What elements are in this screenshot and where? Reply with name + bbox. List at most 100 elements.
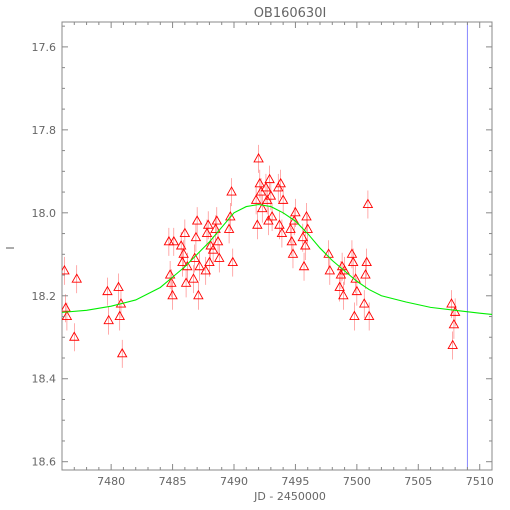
data-point (211, 207, 223, 236)
x-tick-label: 7490 (220, 475, 248, 488)
y-tick-label: 17.8 (32, 124, 57, 137)
x-tick-label: 7495 (281, 475, 309, 488)
model-curve (62, 203, 492, 315)
data-point (338, 281, 349, 310)
y-tick-label: 18.2 (32, 290, 57, 303)
triangle-marker (260, 182, 272, 192)
data-point (177, 248, 188, 277)
data-point (227, 248, 239, 277)
data-point (194, 252, 205, 281)
data-point (288, 207, 300, 236)
data-point (346, 240, 358, 269)
triangle-marker (193, 289, 204, 300)
data-point (298, 252, 310, 281)
y-axis: 17.6 17.8 18.0 18.2 18.4 18.6 (32, 25, 492, 469)
triangle-marker (449, 306, 461, 316)
plot-frame (61, 21, 493, 471)
data-point (168, 227, 180, 256)
triangle-marker (62, 310, 73, 320)
data-point (164, 261, 176, 290)
triangle-marker (256, 202, 268, 213)
data-point (102, 277, 113, 306)
triangle-marker (254, 177, 266, 188)
triangle-marker (447, 339, 458, 350)
data-point (226, 178, 237, 207)
data-point (163, 227, 175, 256)
triangle-marker (103, 314, 114, 325)
data-point (213, 244, 225, 273)
data-point (252, 211, 263, 240)
data-point (113, 273, 124, 302)
triangle-marker (207, 244, 219, 254)
triangle-marker (167, 289, 178, 300)
data-point (201, 219, 213, 248)
data-point (277, 186, 289, 215)
data-point (69, 323, 80, 352)
data-point (362, 190, 374, 219)
triangle-marker (448, 318, 460, 329)
triangle-marker (194, 260, 205, 271)
y-tick-label: 17.6 (32, 41, 57, 54)
data-point (299, 232, 311, 260)
data-point (189, 244, 200, 273)
triangle-marker (362, 198, 374, 208)
data-point (302, 215, 313, 244)
data-point (449, 298, 461, 327)
triangle-marker (223, 223, 235, 233)
triangle-marker (298, 260, 310, 271)
triangle-marker (71, 273, 83, 283)
data-point (254, 169, 266, 198)
data-point (253, 144, 264, 173)
data-point (287, 240, 299, 269)
data-point (275, 169, 286, 198)
data-point (349, 302, 360, 331)
x-axis: 7480 7485 7490 7495 7500 7505 7510 (61, 22, 494, 488)
triangle-marker (178, 248, 189, 258)
triangle-marker (346, 248, 358, 258)
plot-area: 7480 7485 7490 7495 7500 7505 7510 17.6 17.8 18.… (32, 21, 494, 488)
data-point (116, 339, 128, 368)
data-point (167, 281, 178, 310)
triangle-marker (250, 194, 262, 204)
triangle-marker (264, 173, 275, 184)
triangle-marker (202, 219, 214, 229)
triangle-marker (324, 264, 336, 275)
triangle-marker (446, 298, 457, 308)
triangle-marker (277, 194, 289, 204)
triangle-marker (180, 277, 192, 287)
triangle-marker (276, 227, 288, 238)
triangle-marker (113, 281, 124, 291)
data-point (324, 256, 336, 285)
triangle-marker (299, 240, 311, 250)
y-axis-label: I (4, 246, 17, 249)
triangle-marker (334, 281, 345, 291)
data-point (62, 256, 70, 285)
data-point (363, 302, 375, 331)
triangle-marker (114, 310, 126, 320)
data-point (351, 277, 363, 306)
triangle-marker (339, 264, 350, 275)
data-point (347, 248, 359, 277)
data-point (178, 240, 189, 269)
data-point (358, 290, 370, 319)
triangle-marker (287, 248, 299, 258)
triangle-marker (179, 227, 191, 238)
data-point (190, 223, 202, 252)
data-point (276, 219, 288, 248)
triangle-marker (347, 256, 359, 267)
triangle-marker (62, 264, 70, 275)
y-tick-label: 18.6 (32, 456, 57, 469)
triangle-marker (302, 223, 313, 233)
data-point (202, 211, 214, 240)
triangle-marker (213, 252, 225, 262)
x-tick-label: 7485 (159, 475, 187, 488)
data-point (180, 269, 192, 298)
data-point (103, 306, 114, 335)
data-point (290, 198, 301, 227)
triangle-marker (360, 269, 371, 279)
x-tick-label: 7480 (97, 475, 125, 488)
triangle-marker (351, 285, 363, 296)
triangle-marker (116, 347, 128, 358)
data-point (193, 281, 204, 310)
